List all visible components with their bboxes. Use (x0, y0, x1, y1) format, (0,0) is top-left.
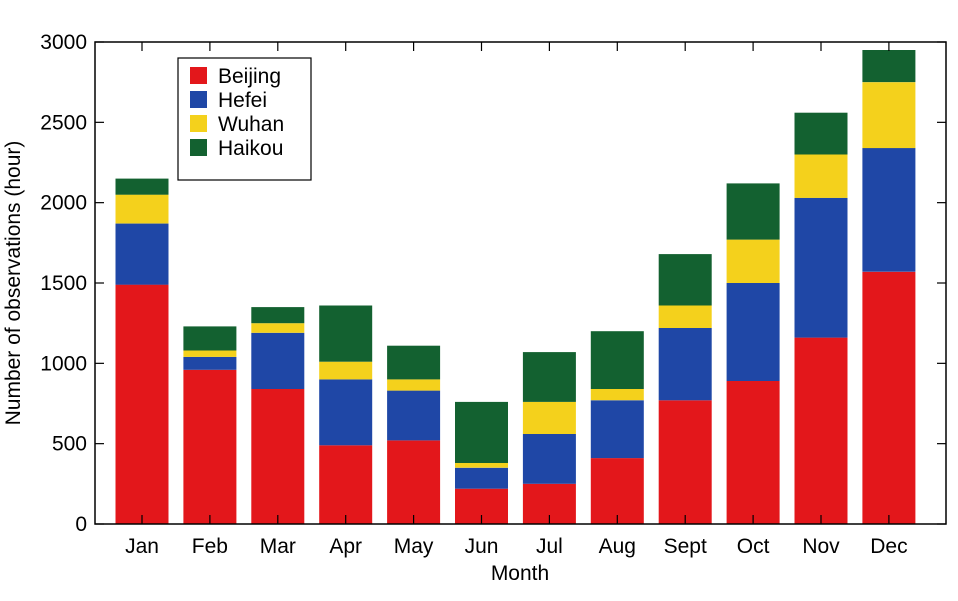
bar-jul-wuhan (522, 401, 576, 434)
legend-label-beijing: Beijing (218, 65, 281, 88)
bar-mar-beijing (251, 389, 305, 524)
bar-feb-hefei (183, 356, 237, 370)
bar-oct-wuhan (726, 239, 780, 283)
x-tick-label-jul: Jul (536, 535, 563, 558)
bar-sept-beijing (658, 400, 712, 524)
legend-swatch-beijing (190, 67, 207, 84)
x-tick-label-jan: Jan (125, 535, 159, 558)
y-tick-label: 1000 (40, 352, 87, 375)
bar-jan-wuhan (115, 194, 169, 224)
x-tick-label-sept: Sept (664, 535, 707, 558)
legend-label-haikou: Haikou (218, 137, 283, 160)
x-tick-label-may: May (394, 535, 434, 558)
x-tick-label-nov: Nov (802, 535, 840, 558)
bar-aug-beijing (590, 458, 644, 524)
y-tick-label: 0 (75, 513, 87, 536)
x-axis: Jan Feb Mar Apr May Jun Jul Aug Sept Oct Nov Dec (125, 42, 908, 558)
bar-feb-beijing (183, 369, 237, 524)
bars-layer (115, 50, 916, 524)
bar-jul-haikou (522, 352, 576, 402)
bar-nov-wuhan (794, 154, 848, 198)
bar-jun-wuhan (455, 462, 508, 468)
bar-nov-haikou (794, 112, 848, 155)
bar-sept-haikou (658, 254, 712, 306)
x-tick-label-jun: Jun (465, 535, 499, 558)
bar-oct-hefei (726, 283, 780, 381)
bar-feb-wuhan (183, 350, 237, 357)
bar-may-hefei (387, 390, 441, 441)
legend-swatch-wuhan (190, 115, 207, 132)
bar-apr-hefei (319, 379, 373, 446)
bar-feb-haikou (183, 326, 237, 351)
x-tick-label-feb: Feb (192, 535, 228, 558)
y-tick-label: 1500 (40, 272, 87, 295)
bar-mar-haikou (251, 307, 305, 324)
bar-mar-wuhan (251, 323, 305, 333)
bar-may-haikou (387, 345, 441, 380)
legend-swatch-hefei (190, 91, 207, 108)
bar-dec-hefei (862, 148, 916, 272)
legend-swatch-haikou (190, 139, 207, 156)
bar-dec-wuhan (862, 82, 916, 149)
x-tick-label-apr: Apr (329, 535, 362, 558)
bar-jan-hefei (115, 223, 169, 285)
bar-oct-haikou (726, 183, 780, 240)
bar-nov-hefei (794, 197, 848, 338)
y-tick-label: 500 (52, 433, 87, 456)
legend-label-wuhan: Wuhan (218, 113, 284, 136)
x-tick-label-aug: Aug (599, 535, 636, 558)
bar-jan-beijing (115, 284, 169, 524)
y-axis: 0 500 1000 1500 2000 2500 3000 (40, 31, 946, 536)
bar-jul-hefei (522, 434, 576, 484)
bar-apr-haikou (319, 305, 373, 362)
y-tick-label: 2000 (40, 192, 87, 215)
bar-mar-hefei (251, 332, 305, 389)
bar-oct-beijing (726, 381, 780, 524)
bar-aug-wuhan (590, 389, 644, 401)
x-tick-label-dec: Dec (870, 535, 907, 558)
bar-jun-haikou (455, 401, 508, 463)
bar-apr-wuhan (319, 361, 373, 380)
bar-jun-hefei (455, 467, 508, 489)
bar-dec-haikou (862, 50, 916, 83)
bar-nov-beijing (794, 337, 848, 524)
x-axis-title: Month (491, 562, 549, 585)
bar-aug-hefei (590, 400, 644, 459)
y-axis-title: Number of observations (hour) (2, 141, 25, 426)
x-tick-label-mar: Mar (260, 535, 296, 558)
bar-apr-beijing (319, 445, 373, 524)
bar-sept-hefei (658, 328, 712, 401)
bar-dec-beijing (862, 271, 916, 524)
bar-may-wuhan (387, 379, 441, 391)
y-tick-label: 2500 (40, 111, 87, 134)
legend-label-hefei: Hefei (218, 89, 267, 112)
bar-aug-haikou (590, 331, 644, 389)
bar-jan-haikou (115, 178, 169, 195)
bar-sept-wuhan (658, 305, 712, 328)
bar-may-beijing (387, 440, 441, 524)
y-tick-label: 3000 (40, 31, 87, 54)
x-tick-label-oct: Oct (737, 535, 770, 558)
